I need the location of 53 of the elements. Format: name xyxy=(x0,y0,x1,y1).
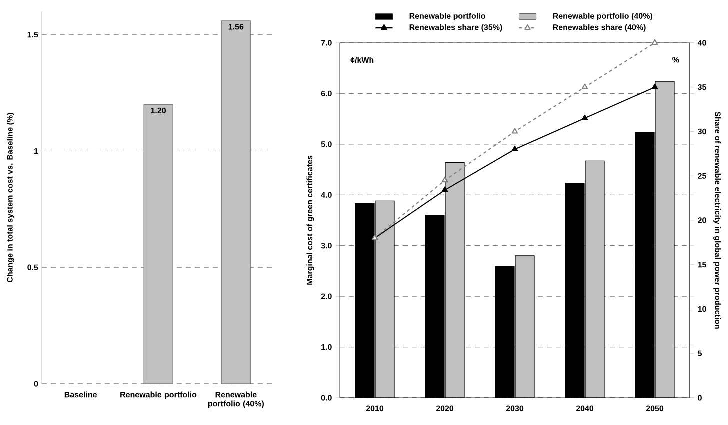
y-tick-label: 1.5 xyxy=(28,32,38,38)
y-tick-label: 5.0 xyxy=(321,142,332,148)
y2-tick-label: 40 xyxy=(698,40,706,46)
y2-tick-label: 5 xyxy=(698,350,702,356)
y2-tick-label: 30 xyxy=(698,128,706,135)
x-tick-label: 2050 xyxy=(646,406,664,412)
bar xyxy=(585,160,605,398)
x-tick-label: 2030 xyxy=(506,406,524,412)
bar xyxy=(515,256,535,398)
y-tick-label: 0.5 xyxy=(28,264,38,270)
y2-tick-label: 10 xyxy=(698,306,706,312)
x-tick-label: Baseline xyxy=(64,392,98,398)
y-tick-label: 1 xyxy=(34,148,38,154)
annotation: % xyxy=(672,57,680,63)
y-tick-label: 7.0 xyxy=(321,40,332,46)
legend-label: Renewable portfolio (40%) xyxy=(553,13,652,21)
bar xyxy=(375,200,395,398)
y-tick-label: 0 xyxy=(34,381,38,387)
x-tick-label: Renewable portfolio xyxy=(120,392,197,400)
point xyxy=(582,84,588,90)
y-axis-title: Change in total system cost vs. Baseline (%) xyxy=(6,113,14,283)
annotation: ¢/kWh xyxy=(350,57,374,64)
y2-tick-label: 35 xyxy=(698,84,706,90)
point xyxy=(582,114,588,120)
point xyxy=(652,39,658,46)
point xyxy=(442,186,448,192)
point xyxy=(512,146,518,152)
legend-label: Renewables share (40%) xyxy=(553,24,646,32)
x-tick-label: Renewable portfolio (40%) xyxy=(208,392,264,408)
y-tick-label: 0.0 xyxy=(321,395,332,401)
y2-tick-label: 15 xyxy=(698,262,706,268)
x-tick-label: 2020 xyxy=(436,406,454,412)
y-tick-label: 6.0 xyxy=(321,90,332,97)
x-tick-label: 2010 xyxy=(366,406,384,412)
y2-tick-label: 0 xyxy=(698,395,702,401)
y-tick-label: 4.0 xyxy=(321,192,332,198)
y-tick-label: 2.0 xyxy=(321,294,332,300)
bar xyxy=(445,162,465,398)
y-tick-label: 1.0 xyxy=(322,344,332,350)
data-label: 1.56 xyxy=(228,24,244,30)
y-tick-label: 3.0 xyxy=(321,243,332,249)
y-axis-title: Marginal cost of green certificates xyxy=(306,156,314,285)
point xyxy=(442,177,448,183)
point xyxy=(512,128,518,134)
bar xyxy=(655,81,675,398)
point xyxy=(652,84,658,90)
y2-tick-label: 25 xyxy=(698,173,706,179)
y2-tick-label: 20 xyxy=(698,218,706,224)
y2-axis-title: Share of renewable electricity in global power production xyxy=(714,112,722,329)
legend-label: Renewable portfolio xyxy=(410,13,486,21)
data-label: 1.20 xyxy=(151,108,166,114)
legend-label: Renewables share (35%) xyxy=(410,24,502,32)
x-tick-label: 2040 xyxy=(576,406,594,412)
